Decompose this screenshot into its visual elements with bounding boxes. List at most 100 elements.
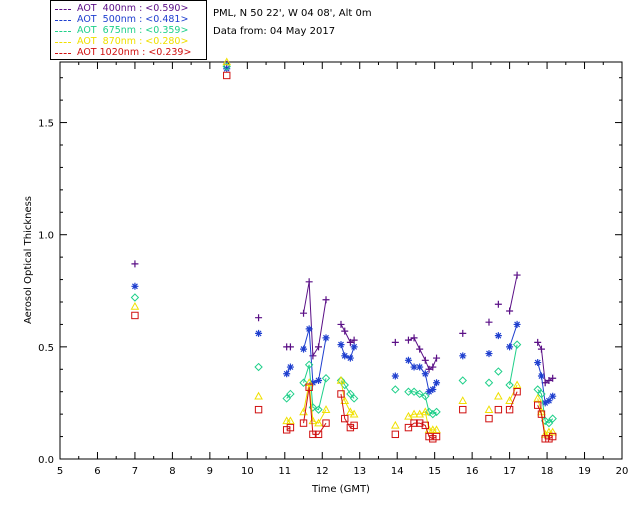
data-point	[512, 340, 522, 349]
data-point	[534, 338, 542, 346]
legend-line-icon	[55, 19, 71, 21]
series-line	[303, 364, 327, 411]
data-point	[341, 352, 349, 360]
data-point	[458, 396, 468, 404]
data-point	[494, 391, 503, 400]
y-tick-label: 1.5	[38, 119, 54, 130]
data-point	[404, 423, 413, 432]
data-point	[494, 300, 502, 308]
data-point	[391, 385, 400, 394]
series-line	[509, 391, 518, 410]
data-point	[433, 354, 441, 362]
data-point	[321, 405, 331, 413]
data-point	[420, 407, 430, 416]
series-line	[509, 274, 518, 312]
data-point	[505, 405, 514, 414]
data-point	[548, 432, 557, 441]
data-point	[432, 425, 441, 434]
data-point	[299, 378, 308, 387]
data-point	[458, 376, 467, 385]
data-point	[131, 260, 139, 268]
data-point	[223, 71, 231, 80]
legend-label: AOT 500nm : <0.481>	[77, 14, 189, 25]
data-point	[537, 389, 546, 399]
data-point	[391, 372, 399, 380]
x-tick-label: 17	[503, 466, 516, 477]
data-point	[340, 380, 349, 390]
data-point	[415, 389, 424, 399]
data-point	[545, 397, 553, 405]
data-point	[346, 423, 355, 432]
data-point	[350, 336, 358, 344]
data-point	[513, 320, 521, 328]
data-point	[390, 420, 400, 429]
data-point	[346, 338, 354, 346]
data-point	[305, 325, 313, 333]
y-axis-label: Aerosol Optical Thickness	[23, 196, 34, 324]
data-point	[254, 391, 263, 400]
x-tick-label: 14	[391, 466, 404, 477]
legend-line-icon	[55, 41, 71, 43]
data-point	[391, 338, 399, 346]
x-tick-label: 18	[541, 466, 554, 477]
data-point	[341, 414, 349, 423]
x-tick-label: 10	[241, 466, 254, 477]
data-point	[305, 278, 313, 286]
axis-ticks: 5 6 7 8 9 10 11 12 13 14 15 16 17 18 19 20 0.0 0.5 1.0 1.5	[38, 62, 628, 477]
data-point	[337, 390, 345, 398]
data-point	[485, 350, 493, 358]
data-point	[484, 378, 494, 387]
legend-label: AOT 400nm : <0.590>	[77, 3, 189, 14]
data-point	[433, 379, 441, 387]
data-point	[410, 419, 418, 427]
data-point	[314, 405, 323, 414]
x-tick-label: 9	[207, 466, 213, 477]
series-line	[537, 389, 554, 424]
data-point	[286, 423, 295, 432]
legend-line-icon	[55, 52, 71, 54]
data-point	[416, 345, 424, 353]
data-point	[425, 365, 433, 373]
data-point	[130, 293, 140, 302]
series-line	[340, 393, 355, 429]
x-tick-label: 11	[278, 466, 291, 477]
y-tick-label: 0.0	[38, 455, 54, 466]
data-point	[537, 345, 545, 353]
x-tick-label: 5	[57, 466, 63, 477]
data-point	[545, 435, 553, 443]
data-point	[255, 314, 263, 322]
data-point	[349, 409, 359, 418]
series-line	[509, 324, 518, 348]
legend-label: AOT 1020nm : <0.239>	[77, 47, 192, 58]
data-point	[321, 374, 331, 383]
data-point	[459, 405, 467, 414]
data-point	[282, 394, 291, 403]
data-point	[254, 362, 263, 372]
data-point	[131, 311, 139, 320]
data-point	[541, 435, 549, 443]
data-point	[286, 416, 295, 425]
data-point	[534, 401, 542, 409]
data-point	[305, 383, 313, 391]
data-point	[346, 389, 355, 399]
legend: AOT 400nm : <0.590> AOT 500nm : <0.481> …	[50, 0, 207, 60]
data-point	[304, 378, 314, 387]
data-point	[485, 414, 493, 423]
data-point	[337, 320, 345, 328]
data-point	[346, 407, 355, 416]
data-point	[494, 367, 503, 376]
x-axis-label: Time (GMT)	[311, 484, 370, 495]
series-line	[303, 387, 327, 435]
x-tick-label: 20	[616, 466, 629, 477]
data-point	[337, 341, 345, 349]
data-point	[548, 427, 558, 436]
data-point	[222, 62, 231, 71]
data-point	[404, 356, 412, 364]
series-line	[408, 411, 437, 431]
data-point	[432, 432, 441, 441]
data-date: Data from: 04 May 2017	[213, 26, 336, 37]
data-point	[432, 407, 441, 417]
data-point	[548, 414, 557, 423]
data-point	[494, 405, 503, 414]
